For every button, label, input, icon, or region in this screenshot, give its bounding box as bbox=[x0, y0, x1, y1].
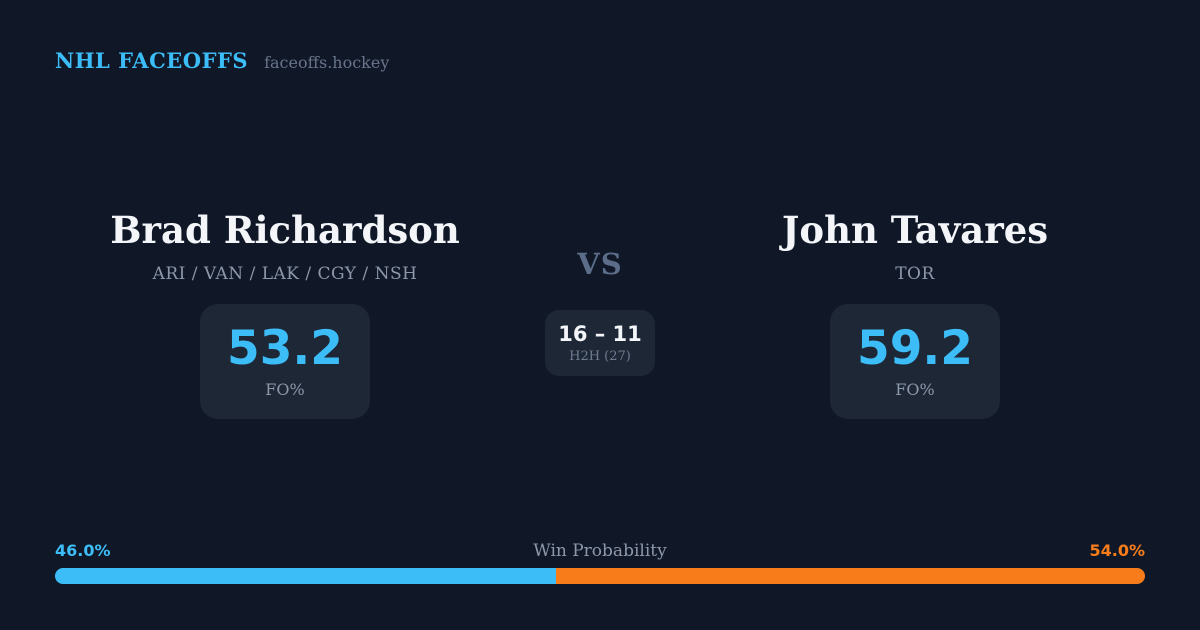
right-player-teams: TOR bbox=[895, 264, 935, 285]
right-player-stat-card: 59.2 FO% bbox=[830, 304, 1000, 420]
vs-label: VS bbox=[577, 247, 623, 281]
right-player-stat-label: FO% bbox=[895, 379, 935, 399]
left-win-percentage: 46.0% bbox=[55, 541, 111, 560]
right-win-percentage: 54.0% bbox=[1089, 541, 1145, 560]
head-to-head-record: 16 – 11 bbox=[558, 321, 642, 346]
brand-logo-text: NHL FACEOFFS bbox=[55, 48, 249, 73]
win-probability-labels: 46.0% Win Probability 54.0% bbox=[55, 541, 1145, 561]
left-player-column: Brad Richardson ARI / VAN / LAK / CGY / … bbox=[55, 208, 515, 420]
right-player-column: John Tavares TOR 59.2 FO% bbox=[685, 208, 1145, 420]
win-probability-title: Win Probability bbox=[533, 541, 667, 561]
left-player-stat-card: 53.2 FO% bbox=[200, 304, 370, 420]
left-player-name: Brad Richardson bbox=[110, 208, 460, 252]
win-bar-right-segment bbox=[556, 568, 1145, 584]
vs-column: VS 16 – 11 H2H (27) bbox=[470, 250, 730, 376]
win-probability-bar bbox=[55, 568, 1145, 584]
left-player-fo-percentage: 53.2 bbox=[227, 320, 343, 376]
right-player-fo-percentage: 59.2 bbox=[857, 320, 973, 376]
head-to-head-label: H2H (27) bbox=[569, 349, 631, 365]
header: NHL FACEOFFS faceoffs.hockey bbox=[55, 48, 389, 73]
left-player-stat-label: FO% bbox=[265, 379, 305, 399]
left-player-teams: ARI / VAN / LAK / CGY / NSH bbox=[152, 264, 418, 285]
win-bar-left-segment bbox=[55, 568, 557, 584]
right-player-name: John Tavares bbox=[781, 208, 1049, 252]
site-url-text: faceoffs.hockey bbox=[264, 53, 390, 72]
head-to-head-card: 16 – 11 H2H (27) bbox=[545, 310, 655, 376]
